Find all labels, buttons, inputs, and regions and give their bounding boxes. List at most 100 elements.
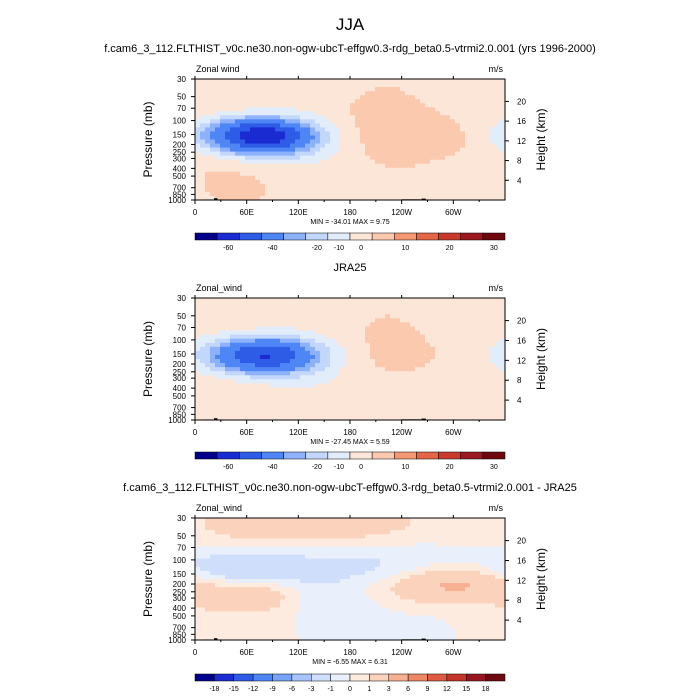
field-cell xyxy=(280,387,286,393)
field-cell xyxy=(265,562,271,568)
field-cell xyxy=(400,302,406,307)
field-cell xyxy=(215,306,221,311)
field-cell xyxy=(215,175,221,181)
field-cell xyxy=(205,538,211,543)
field-cell xyxy=(450,383,456,389)
field-cell xyxy=(370,302,376,307)
field-cell xyxy=(490,175,496,181)
field-cell xyxy=(330,623,336,629)
field-cell xyxy=(475,298,481,303)
field-cell xyxy=(435,383,441,389)
field-cell xyxy=(370,631,376,637)
field-cell xyxy=(235,350,241,356)
field-cell xyxy=(330,411,336,417)
field-cell xyxy=(470,171,476,177)
field-cell xyxy=(465,391,471,397)
field-cell xyxy=(265,135,271,141)
field-cell xyxy=(490,151,496,157)
field-cell xyxy=(355,91,361,96)
field-cell xyxy=(220,326,226,332)
field-cell xyxy=(210,631,216,637)
field-cell xyxy=(255,318,261,323)
field-cell xyxy=(485,151,491,157)
field-cell xyxy=(345,346,351,352)
field-cell xyxy=(400,79,406,84)
field-cell xyxy=(195,411,201,417)
field-cell xyxy=(365,334,371,340)
field-cell xyxy=(220,530,226,535)
field-cell xyxy=(195,318,201,323)
field-cell xyxy=(300,354,306,360)
field-cell xyxy=(315,391,321,397)
field-cell xyxy=(310,395,316,401)
field-cell xyxy=(500,83,506,88)
field-cell xyxy=(320,87,326,92)
field-cell xyxy=(335,607,341,613)
field-cell xyxy=(490,83,496,88)
field-cell xyxy=(260,143,266,149)
field-cell xyxy=(200,79,206,84)
field-cell xyxy=(280,611,286,617)
field-cell xyxy=(250,187,256,193)
field-cell xyxy=(260,574,266,580)
field-cell xyxy=(235,395,241,401)
field-cell xyxy=(255,127,261,133)
field-cell xyxy=(265,558,271,564)
field-cell xyxy=(320,538,326,543)
field-cell xyxy=(465,383,471,389)
field-cell xyxy=(480,79,486,84)
field-cell xyxy=(305,111,311,116)
field-cell xyxy=(315,111,321,116)
field-cell xyxy=(450,359,456,364)
field-cell xyxy=(370,338,376,344)
field-cell xyxy=(335,334,341,340)
field-cell xyxy=(260,579,266,584)
field-cell xyxy=(430,123,436,128)
field-cell xyxy=(220,627,226,633)
field-cell xyxy=(270,350,276,356)
colorbar-swatch xyxy=(349,232,373,241)
field-cell xyxy=(335,599,341,604)
field-cell xyxy=(370,411,376,417)
field-cell xyxy=(365,550,371,556)
field-cell xyxy=(360,587,366,592)
field-cell xyxy=(320,350,326,356)
field-cell xyxy=(350,363,356,368)
field-cell xyxy=(265,131,271,137)
field-cell xyxy=(305,151,311,157)
field-cell xyxy=(255,542,261,548)
field-cell xyxy=(200,147,206,153)
field-cell xyxy=(495,306,501,311)
field-cell xyxy=(285,595,291,600)
field-cell xyxy=(255,518,261,523)
field-cell xyxy=(235,163,241,169)
field-cell xyxy=(260,147,266,153)
field-cell xyxy=(335,407,341,413)
field-cell xyxy=(390,354,396,360)
colorbar-swatch xyxy=(283,232,306,241)
field-cell xyxy=(260,411,266,417)
field-cell xyxy=(315,167,321,173)
field-cell xyxy=(450,367,456,372)
field-cell xyxy=(215,115,221,120)
field-cell xyxy=(375,159,381,165)
field-cell xyxy=(285,135,291,141)
field-cell xyxy=(290,619,296,625)
field-cell xyxy=(355,583,361,588)
field-cell xyxy=(325,538,331,543)
field-cell xyxy=(255,391,261,397)
field-cell xyxy=(465,346,471,352)
field-cell xyxy=(320,562,326,568)
field-cell xyxy=(470,342,476,348)
field-cell xyxy=(330,87,336,92)
field-cell xyxy=(205,334,211,340)
field-cell xyxy=(340,546,346,552)
field-cell xyxy=(465,306,471,311)
colorbar-swatch xyxy=(416,451,439,460)
field-cell xyxy=(400,415,406,421)
field-cell xyxy=(445,399,451,405)
field-cell xyxy=(295,298,301,303)
field-cell xyxy=(380,338,386,344)
field-cell xyxy=(390,151,396,157)
field-cell xyxy=(205,570,211,576)
